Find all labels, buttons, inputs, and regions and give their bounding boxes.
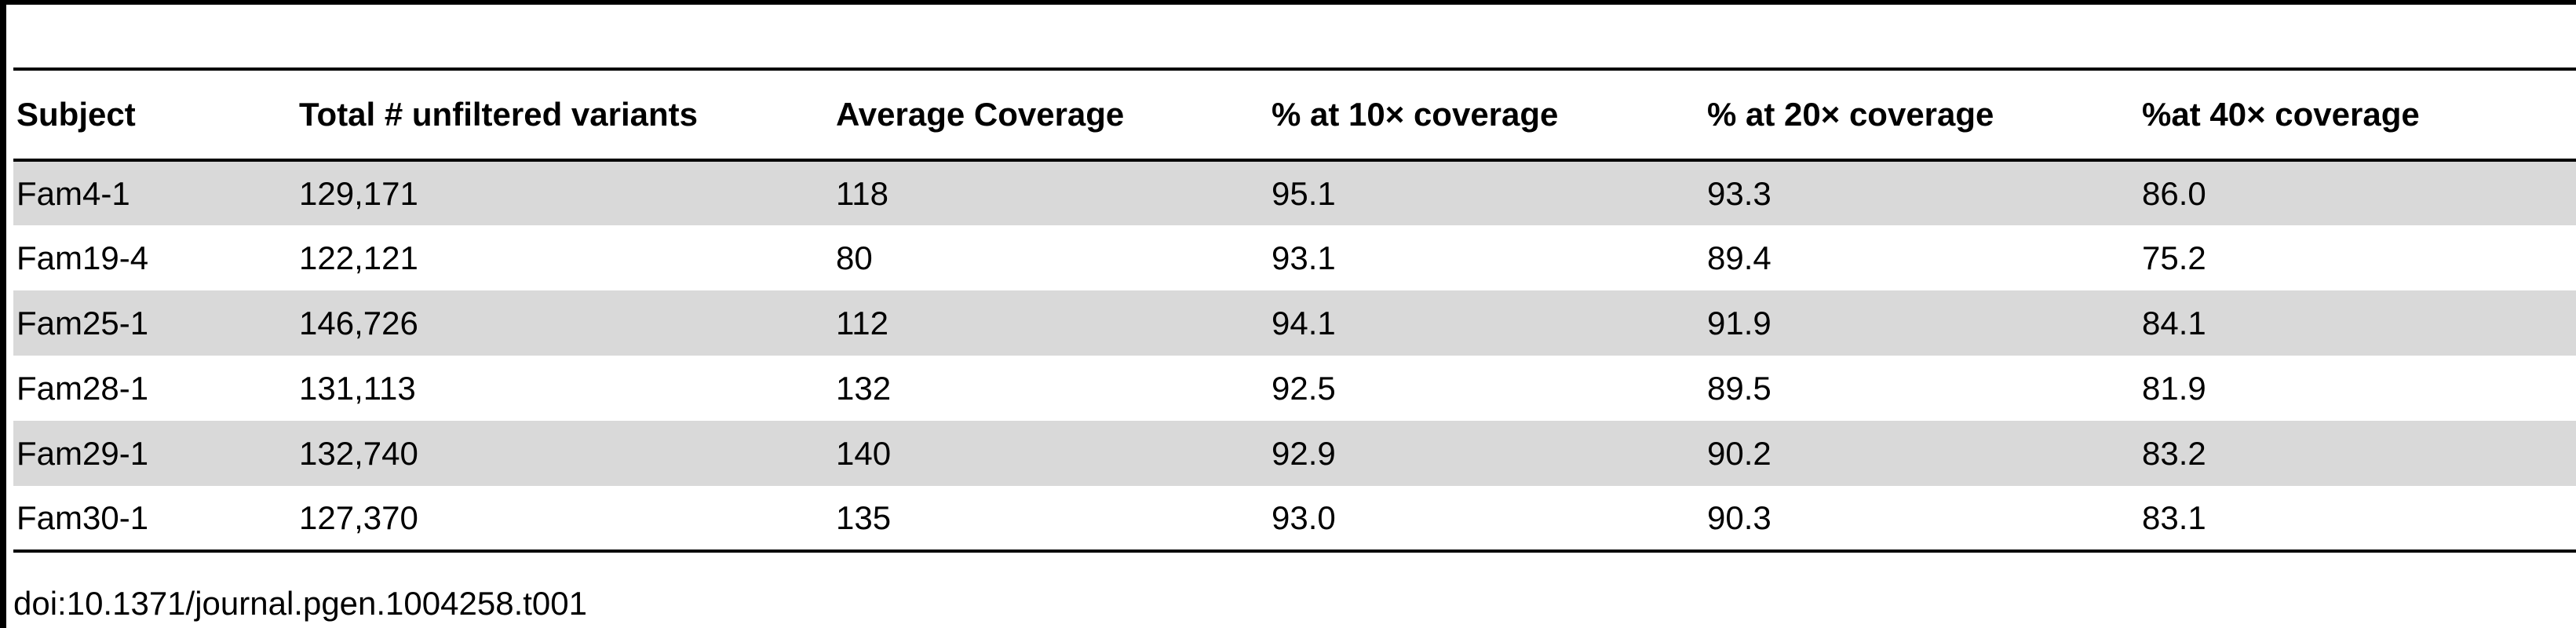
cell-total-variants: 131,113 [299, 369, 416, 407]
cell-pct-20x: 91.9 [1704, 290, 2139, 356]
cell-subject: Fam19-4 [16, 239, 149, 276]
cell-average-coverage: 118 [833, 160, 1268, 225]
cell-pct-10x: 92.5 [1272, 369, 1336, 407]
cell-pct-40x: 84.1 [2139, 290, 2576, 356]
cell-pct-10x: 92.9 [1268, 421, 1704, 486]
doi-footer: doi:10.1371/journal.pgen.1004258.t001 [13, 585, 587, 622]
cell-total-variants: 146,726 [296, 290, 833, 356]
header-pct-40x-coverage: %at 40× coverage [2139, 68, 2576, 162]
cell-subject: Fam25-1 [13, 290, 296, 356]
header-total-unfiltered-variants: Total # unfiltered variants [296, 68, 833, 162]
table-row: Fam25-1 146,726 112 94.1 91.9 84.1 [13, 290, 2576, 356]
cell-pct-40x: 86.0 [2139, 160, 2576, 225]
cell-average-coverage: 112 [833, 290, 1268, 356]
table-row: Fam30-1 127,370 135 93.0 90.3 83.1 [13, 486, 2576, 553]
table-header-row: Subject Total # unfiltered variants Aver… [13, 68, 2576, 162]
header-pct-20x-coverage: % at 20× coverage [1704, 68, 2139, 162]
cell-average-coverage: 140 [833, 421, 1268, 486]
cell-pct-20x: 93.3 [1704, 160, 2139, 225]
cell-total-variants: 127,370 [296, 486, 833, 553]
cell-pct-40x: 83.2 [2139, 421, 2576, 486]
cell-total-variants: 129,171 [296, 160, 833, 225]
table-row: Fam29-1 132,740 140 92.9 90.2 83.2 [13, 421, 2576, 486]
cell-total-variants: 132,740 [296, 421, 833, 486]
table-row: Fam28-1 131,113 132 92.5 89.5 81.9 [13, 356, 2576, 421]
header-average-coverage: Average Coverage [833, 68, 1268, 162]
cell-pct-20x: 90.2 [1704, 421, 2139, 486]
left-border-rule [0, 0, 6, 628]
cell-total-variants: 122,121 [299, 239, 418, 276]
cell-average-coverage: 132 [836, 369, 892, 407]
cell-subject: Fam4-1 [13, 160, 296, 225]
cell-pct-10x: 93.0 [1268, 486, 1704, 553]
cell-pct-20x: 90.3 [1704, 486, 2139, 553]
cell-pct-10x: 93.1 [1272, 239, 1336, 276]
cell-subject: Fam29-1 [13, 421, 296, 486]
coverage-table: Subject Total # unfiltered variants Aver… [13, 68, 2576, 553]
table-row: Fam19-4 122,121 80 93.1 89.4 75.2 [13, 225, 2576, 290]
cell-subject: Fam30-1 [13, 486, 296, 553]
cell-subject: Fam28-1 [16, 369, 149, 407]
cell-pct-40x: 83.1 [2139, 486, 2576, 553]
cell-average-coverage: 80 [836, 239, 873, 276]
cell-pct-10x: 94.1 [1268, 290, 1704, 356]
cell-pct-40x: 75.2 [2142, 239, 2206, 276]
cell-average-coverage: 135 [833, 486, 1268, 553]
header-subject: Subject [13, 68, 296, 162]
table-row: Fam4-1 129,171 118 95.1 93.3 86.0 [13, 160, 2576, 225]
cell-pct-10x: 95.1 [1268, 160, 1704, 225]
cell-pct-40x: 81.9 [2142, 369, 2206, 407]
table-container: Subject Total # unfiltered variants Aver… [13, 68, 2576, 553]
top-border-rule [0, 0, 2576, 5]
header-pct-10x-coverage: % at 10× coverage [1268, 68, 1704, 162]
cell-pct-20x: 89.5 [1707, 369, 1771, 407]
cell-pct-20x: 89.4 [1707, 239, 1771, 276]
